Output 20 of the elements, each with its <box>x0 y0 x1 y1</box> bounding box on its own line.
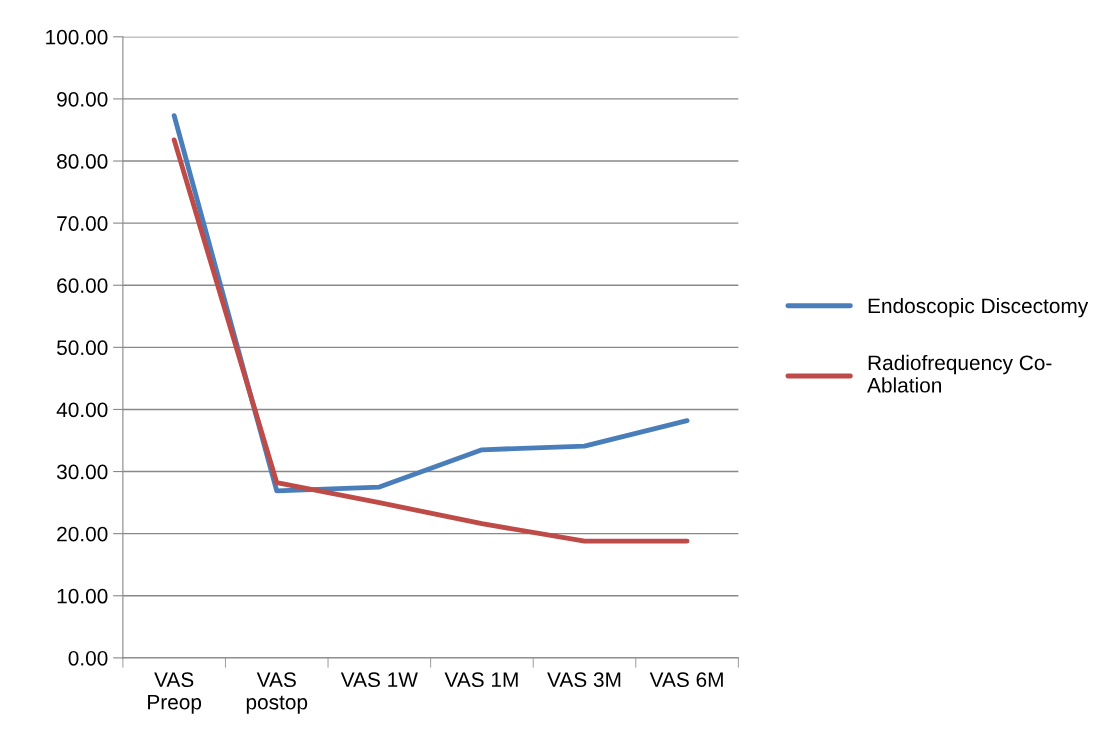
x-tick-label: VAS 3M <box>547 672 621 688</box>
y-tick-label: 20.00 <box>57 526 108 542</box>
y-tick-label: 70.00 <box>57 216 108 231</box>
y-tick-label: 80.00 <box>57 154 108 169</box>
legend-label: Endoscopic Discectomy <box>868 297 1089 318</box>
legend-label: Radiofrequency Co- Ablation <box>867 354 1052 393</box>
line-series <box>171 137 690 544</box>
x-tick-label: VAS 6M <box>649 672 723 688</box>
x-tick-label: VAS 1W <box>340 672 418 688</box>
y-tick-label: 100.00 <box>46 29 108 45</box>
y-tick-label: 0.00 <box>68 650 108 666</box>
y-tick-label: 10.00 <box>57 588 108 604</box>
y-tick-label: 40.00 <box>56 402 108 418</box>
y-tick-label: 50.00 <box>57 340 108 356</box>
y-tick-label: 30.00 <box>56 464 108 480</box>
x-tick-label: VAS Preop <box>148 672 202 714</box>
x-tick-label: VAS postop <box>246 672 308 714</box>
x-tick-label: VAS 1M <box>444 672 518 688</box>
y-tick-label: 60.00 <box>57 278 108 293</box>
y-tick-label: 90.00 <box>57 91 108 107</box>
